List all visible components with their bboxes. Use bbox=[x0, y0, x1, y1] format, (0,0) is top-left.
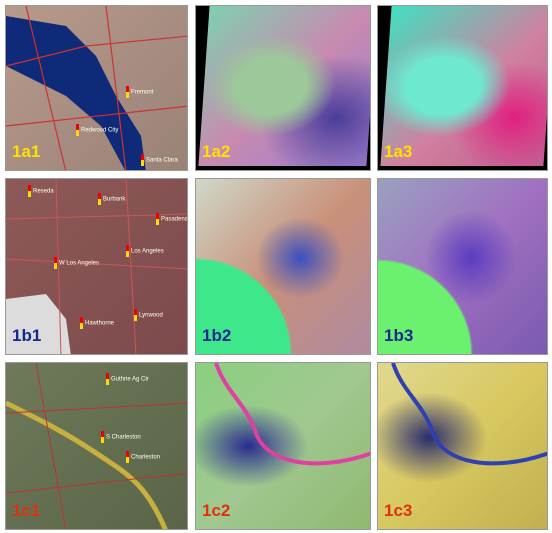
place-label: W Los Angeles bbox=[54, 257, 99, 269]
map-panel: Fremont Redwood City Santa Clara 1a1 bbox=[5, 5, 188, 171]
panel-label: 1c1 bbox=[12, 501, 40, 521]
place-label: Burbank bbox=[98, 193, 125, 205]
image-panel: 1c3 bbox=[377, 362, 548, 530]
panel-label: 1b2 bbox=[202, 326, 231, 346]
place-label: Lynwood bbox=[134, 309, 163, 321]
panel-label: 1c2 bbox=[202, 501, 230, 521]
place-label: S Charleston bbox=[101, 431, 141, 443]
image-panel: 1a2 bbox=[195, 5, 371, 171]
figure: Fremont Redwood City Santa Clara 1a1 1a2… bbox=[0, 0, 552, 533]
place-label: Fremont bbox=[126, 86, 153, 98]
map-panel: Reseda Burbank Pasadena W Los Angeles Lo… bbox=[5, 178, 188, 355]
panel-label: 1a1 bbox=[12, 142, 40, 162]
place-label: Guthrie Ag Ctr bbox=[106, 373, 149, 385]
image-panel: 1b2 bbox=[195, 178, 371, 355]
map-panel: Guthrie Ag Ctr S Charleston Charleston 1… bbox=[5, 362, 188, 530]
place-label: Hawthorne bbox=[80, 317, 114, 329]
panel-label: 1b3 bbox=[384, 326, 413, 346]
image-panel: 1a3 bbox=[377, 5, 548, 171]
panel-label: 1a3 bbox=[384, 142, 412, 162]
panel-label: 1a2 bbox=[202, 142, 230, 162]
panel-label: 1c3 bbox=[384, 501, 412, 521]
place-label: Redwood City bbox=[76, 124, 118, 136]
place-label: Reseda bbox=[28, 185, 54, 197]
image-panel: 1b3 bbox=[377, 178, 548, 355]
place-label: Santa Clara bbox=[141, 154, 178, 166]
place-label: Pasadena bbox=[156, 213, 188, 225]
place-label: Los Angeles bbox=[126, 245, 164, 257]
place-label: Charleston bbox=[126, 451, 160, 463]
panel-label: 1b1 bbox=[12, 326, 41, 346]
image-panel: 1c2 bbox=[195, 362, 371, 530]
